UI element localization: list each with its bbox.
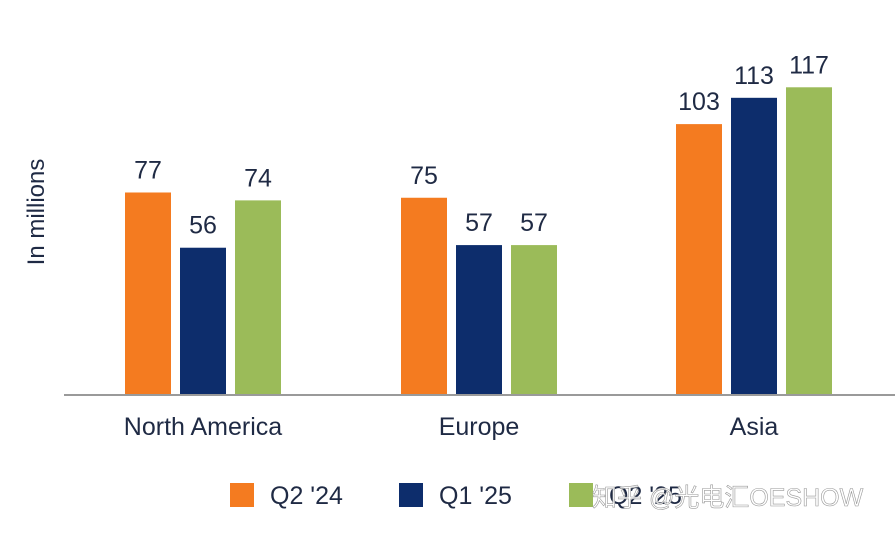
data-label-north-america-series-2: 56 <box>189 212 217 240</box>
data-label-asia-series-3: 117 <box>789 51 829 79</box>
bar-asia-series-2 <box>731 97 777 395</box>
category-label-asia: Asia <box>730 413 779 441</box>
legend-label-series-1: Q2 '24 <box>270 482 343 510</box>
data-label-europe-series-1: 75 <box>410 162 438 190</box>
bar-asia-series-3 <box>786 87 832 395</box>
bar-north-america-series-1 <box>125 192 171 395</box>
category-label-north-america: North America <box>124 413 282 441</box>
watermark: 知乎 @光电汇OESHOW <box>592 484 864 512</box>
data-label-europe-series-2: 57 <box>465 209 493 237</box>
legend-label-series-2: Q1 '25 <box>439 482 512 510</box>
legend-swatch-series-1 <box>230 483 254 507</box>
y-axis-label: In millions <box>23 159 50 266</box>
bar-europe-series-2 <box>456 245 502 395</box>
bar-asia-series-1 <box>676 124 722 396</box>
legend-swatch-series-3 <box>569 483 593 507</box>
bar-europe-series-1 <box>401 197 447 395</box>
data-label-north-america-series-3: 74 <box>244 164 272 192</box>
bar-north-america-series-2 <box>180 247 226 395</box>
data-label-north-america-series-1: 77 <box>134 156 162 184</box>
bar-north-america-series-3 <box>235 200 281 395</box>
value-labels-group: 77 56 74 75 57 57 103 113 117 <box>134 51 829 239</box>
bars-group <box>125 87 832 396</box>
legend-label-series-3: Q2 '25 <box>609 482 682 510</box>
category-labels-group: North America Europe Asia <box>124 413 779 441</box>
legend-swatch-series-2 <box>399 483 423 507</box>
data-label-asia-series-2: 113 <box>734 62 774 90</box>
legend: Q2 '24 Q1 '25 Q2 '25 <box>230 482 682 510</box>
data-label-asia-series-1: 103 <box>678 88 720 116</box>
bar-europe-series-3 <box>511 245 557 395</box>
category-label-europe: Europe <box>439 413 520 441</box>
data-label-europe-series-3: 57 <box>520 209 548 237</box>
